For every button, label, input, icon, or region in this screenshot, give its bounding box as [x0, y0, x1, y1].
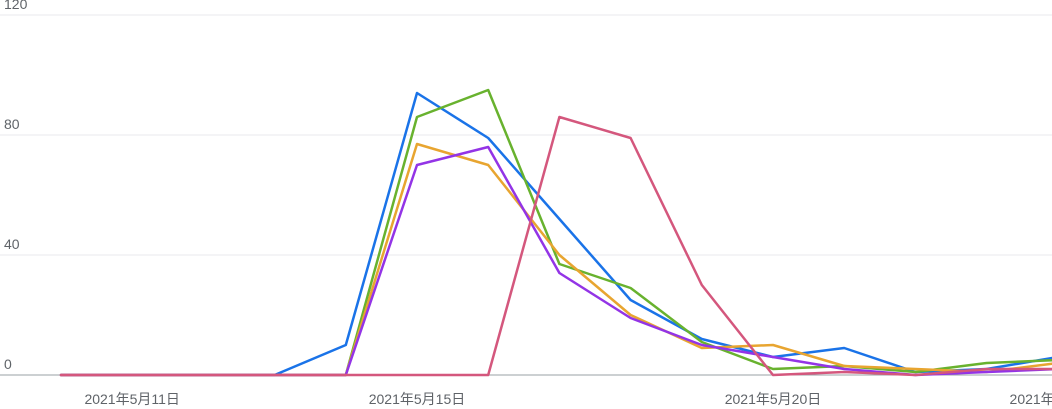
series-lines [59, 88, 1052, 377]
y-tick-label: 40 [4, 236, 20, 252]
y-tick-label: 80 [4, 116, 20, 132]
y-axis-ticks: 0 40 80 120 [4, 0, 28, 372]
y-tick-label: 120 [4, 0, 28, 12]
grid [0, 14, 1052, 376]
x-tick-label: 2021年5月24日 [1010, 391, 1052, 407]
x-tick-label: 2021年5月20日 [725, 391, 822, 407]
x-tick-label: 2021年5月15日 [369, 391, 466, 407]
series-line-4 [59, 145, 1052, 377]
x-axis-ticks: 2021年5月11日 2021年5月15日 2021年5月20日 2021年5月24日 [84, 391, 1052, 407]
series-line-2 [59, 88, 1052, 377]
series-line-5 [59, 115, 1052, 377]
y-tick-label: 0 [4, 356, 12, 372]
x-tick-label: 2021年5月11日 [84, 391, 179, 407]
